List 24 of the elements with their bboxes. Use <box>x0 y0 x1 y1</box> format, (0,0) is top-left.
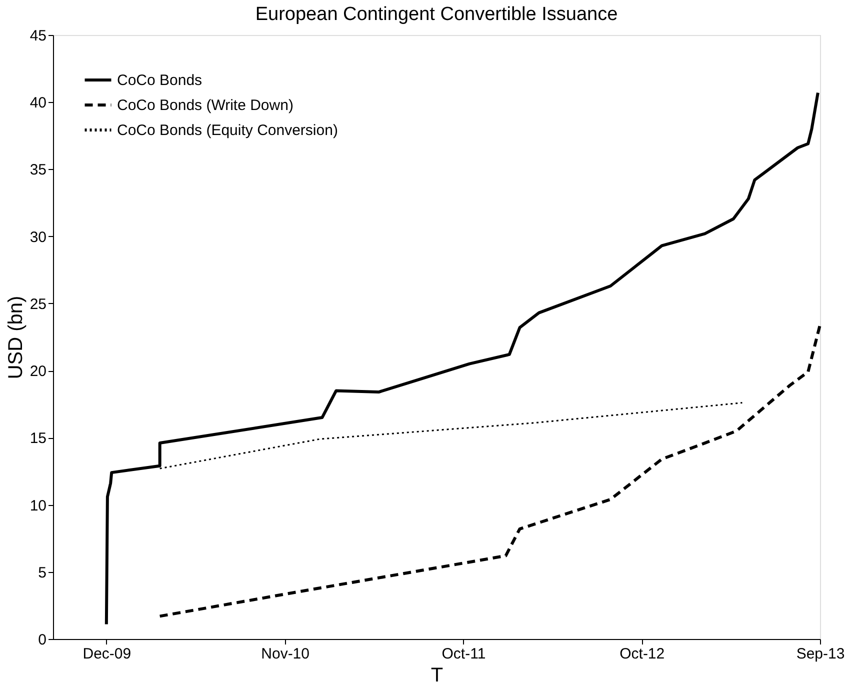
legend-label: CoCo Bonds <box>117 72 202 89</box>
y-tick-label: 40 <box>30 94 46 112</box>
chart-title: European Contingent Convertible Issuance <box>255 4 618 25</box>
y-tick-label: 0 <box>38 632 46 648</box>
y-tick-label: 25 <box>30 296 46 313</box>
y-axis-title: USD (bn) <box>4 296 27 380</box>
legend-label: CoCo Bonds (Equity Conversion) <box>117 122 338 139</box>
y-tick-label: 10 <box>30 497 46 514</box>
legend-label: CoCo Bonds (Write Down) <box>117 97 294 114</box>
y-tick-label: 30 <box>30 228 46 246</box>
y-tick-label: 20 <box>30 363 46 380</box>
y-tick-label: 45 <box>30 28 46 44</box>
x-tick-label: Oct-12 <box>620 646 665 662</box>
x-tick-label: Nov-10 <box>261 646 310 662</box>
x-tick-label: Oct-11 <box>442 646 486 662</box>
x-tick-label: Dec-09 <box>82 646 132 662</box>
x-axis-title: T <box>430 664 444 686</box>
x-tick-label: Sep-13 <box>796 646 845 662</box>
line-series <box>158 323 822 618</box>
y-tick-label: 35 <box>30 162 46 179</box>
line-series <box>159 402 743 470</box>
y-tick-label: 15 <box>30 430 46 448</box>
line-series <box>104 91 820 626</box>
y-tick-label: 5 <box>38 564 46 582</box>
